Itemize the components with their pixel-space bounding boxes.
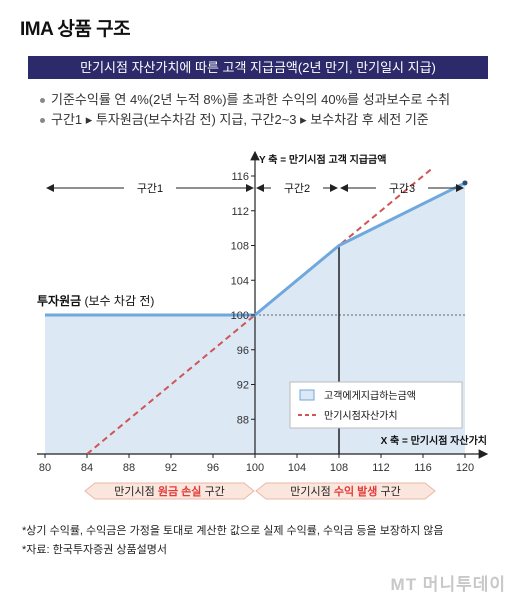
y-tick-label: 108 <box>231 241 249 253</box>
legend-label: 고객에게지급하는금액 <box>324 389 416 402</box>
x-tick-label: 100 <box>246 462 264 474</box>
bottom-range-prefix: 만기시점 <box>114 485 158 498</box>
bullet-item: 구간1 ▸ 투자원금(보수차감 전) 지급, 구간2~3 ▸ 보수차감 후 세전… <box>40 110 450 130</box>
bullet-text: 구간1 ▸ 투자원금(보수차감 전) 지급, 구간2~3 ▸ 보수차감 후 세전… <box>51 112 429 127</box>
x-tick-label: 96 <box>207 462 219 474</box>
legend-box <box>289 381 463 429</box>
zone-label: 구간2 <box>284 182 310 195</box>
bottom-range-label: 만기시점 원금 손실 구간 <box>114 484 224 498</box>
y-tick-label: 104 <box>231 275 249 287</box>
zone-label: 구간3 <box>389 182 415 195</box>
x-tick-label: 120 <box>456 462 474 474</box>
x-axis-label: X 축 = 만기시점 자산가치 <box>381 434 487 447</box>
x-tick-label: 84 <box>81 462 93 474</box>
payout-line <box>45 181 466 317</box>
bottom-range-suffix: 구간 <box>377 485 400 498</box>
x-tick-label: 88 <box>123 462 135 474</box>
footnote-source: *자료: 한국투자증권 상품설명서 <box>22 544 168 556</box>
y-tick-label: 112 <box>231 206 249 218</box>
y-tick-label: 100 <box>231 310 249 322</box>
y-tick-label: 92 <box>237 380 249 392</box>
x-tick-label: 112 <box>372 462 390 474</box>
page-title: IMA 상품 구조 <box>20 19 131 40</box>
brand-logo: MT 머니투데이 <box>390 575 506 594</box>
y-axis-label: Y 축 = 만기시점 고객 지급금액 <box>259 153 386 166</box>
bottom-range-suffix: 구간 <box>201 485 224 498</box>
bottom-range-prefix: 만기시점 <box>290 485 334 498</box>
bottom-range-highlight: 수익 발생 <box>334 484 378 498</box>
bullet-list: 기준수익률 연 4%(2년 누적 8%)를 초과한 수익의 40%를 성과보수로… <box>40 90 450 130</box>
y-tick-label: 116 <box>231 171 249 183</box>
x-tick-label: 104 <box>288 462 306 474</box>
x-tick-label: 80 <box>39 462 51 474</box>
x-tick-label: 92 <box>165 462 177 474</box>
principal-label-main: 투자원금 <box>37 293 81 308</box>
payout-end-point <box>462 180 468 186</box>
x-tick-label: 116 <box>414 462 432 474</box>
principal-label: 투자원금 (보수 차감 전) <box>37 293 154 308</box>
subtitle-banner: 만기시점 자산가치에 따른 고객 지급금액(2년 만기, 만기일시 지급) <box>28 56 488 79</box>
x-tick-label: 108 <box>330 462 348 474</box>
bullet-dot-icon <box>40 118 45 124</box>
zone-label: 구간1 <box>137 182 163 195</box>
bottom-range-highlight: 원금 손실 <box>158 484 202 498</box>
y-tick-label: 88 <box>237 414 249 426</box>
principal-label-note: (보수 차감 전) <box>81 294 154 308</box>
legend-area-swatch <box>299 389 315 401</box>
bottom-range-arrow <box>255 482 436 500</box>
bottom-range-label: 만기시점 수익 발생 구간 <box>290 484 400 498</box>
y-tick-label: 96 <box>237 345 249 357</box>
footnote-disclaimer: *상기 수익률, 수익금은 가정을 토대로 계산한 값으로 실제 수익률, 수익… <box>22 525 444 537</box>
bullet-text: 기준수익률 연 4%(2년 누적 8%)를 초과한 수익의 40%를 성과보수로… <box>51 92 451 107</box>
bullet-dot-icon <box>40 98 45 104</box>
bottom-range-arrow <box>84 482 255 500</box>
legend-label: 만기시점자산가치 <box>324 410 398 422</box>
bullet-item: 기준수익률 연 4%(2년 누적 8%)를 초과한 수익의 40%를 성과보수로… <box>40 90 450 110</box>
